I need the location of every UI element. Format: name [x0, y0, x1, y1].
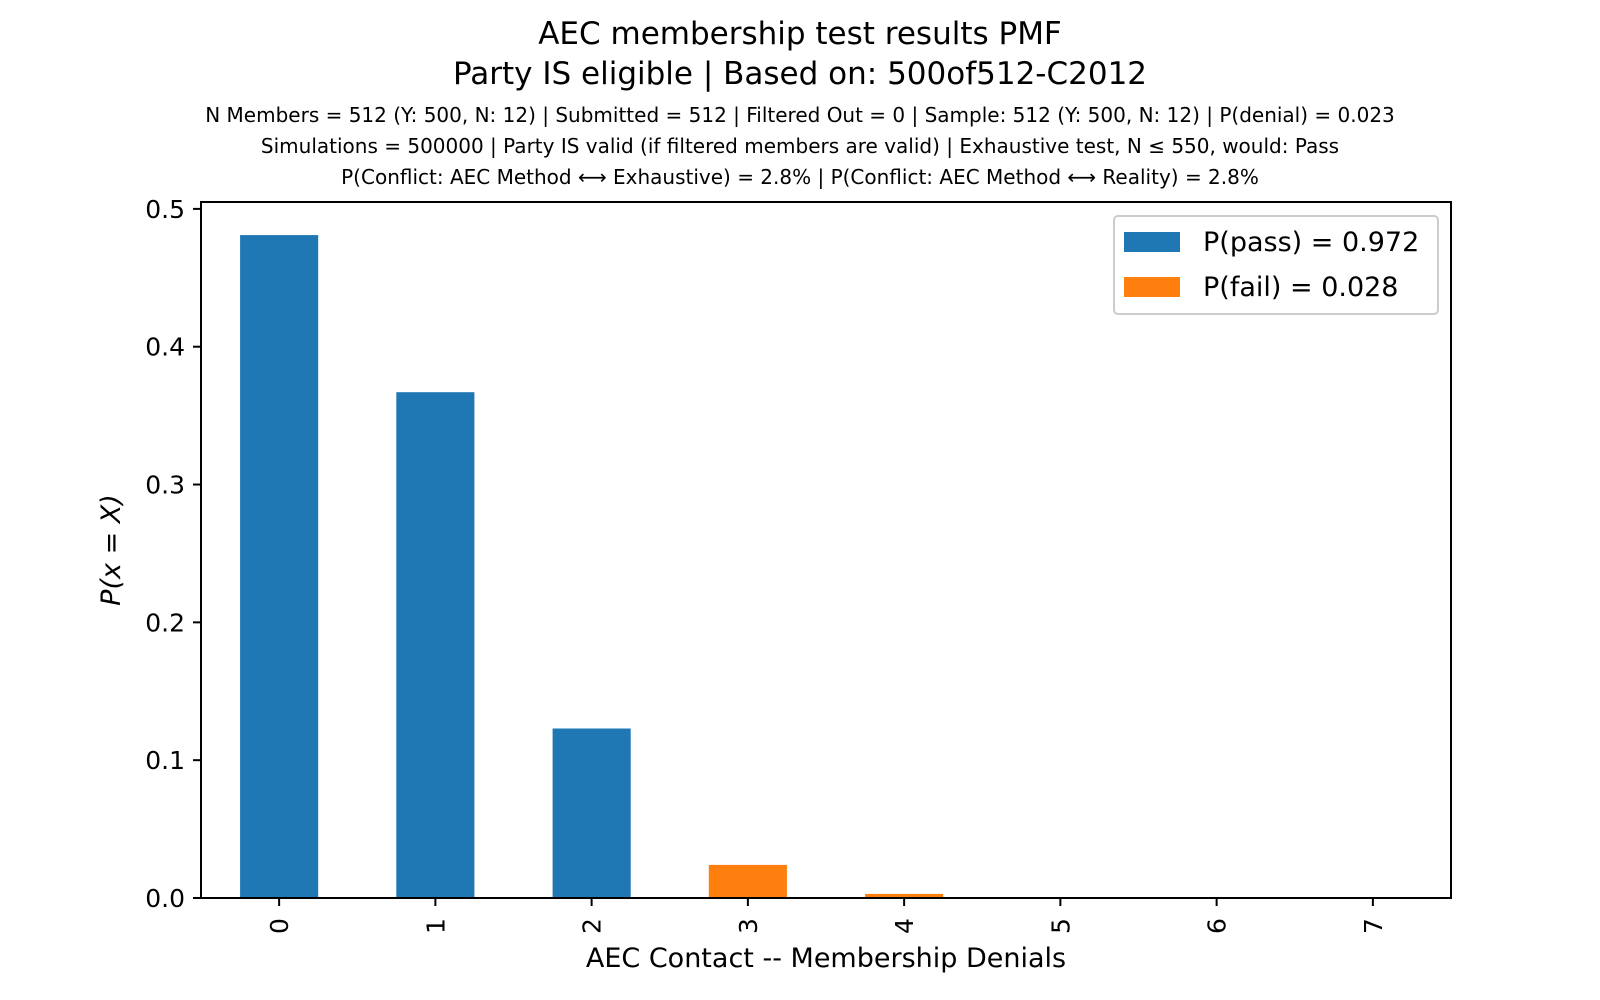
info-line-simulations: Simulations = 500000 | Party IS valid (i…: [260, 134, 1340, 158]
legend-box: [1113, 215, 1439, 315]
x-tick-label: 3: [734, 918, 763, 934]
y-tick-label: 0.0: [145, 884, 185, 913]
bars-group: [240, 235, 944, 899]
legend-swatch-fail: [1124, 277, 1180, 297]
y-axis-label: P(x = X): [96, 494, 127, 606]
y-tick-label: 0.1: [145, 746, 185, 775]
x-tick-label: 2: [578, 918, 607, 934]
x-tick-label: 1: [421, 918, 450, 934]
bar-4: [865, 893, 944, 898]
x-tick-label: 0: [265, 918, 294, 934]
info-line-members: N Members = 512 (Y: 500, N: 12) | Submit…: [205, 103, 1395, 127]
x-axis: 0 1 2 3 4 5 6 7: [265, 898, 1388, 934]
x-axis-label: AEC Contact -- Membership Denials: [586, 943, 1066, 974]
x-tick-label: 5: [1046, 918, 1075, 934]
bar-2: [552, 728, 631, 898]
y-tick-label: 0.5: [145, 195, 185, 224]
y-axis: 0.0 0.1 0.2 0.3 0.4 0.5: [145, 195, 201, 913]
legend-label-pass: P(pass) = 0.972: [1203, 227, 1419, 258]
y-tick-label: 0.4: [145, 333, 185, 362]
x-tick-label: 4: [890, 918, 919, 934]
x-tick-label: 6: [1203, 918, 1232, 934]
bar-1: [396, 392, 475, 898]
y-tick-label: 0.2: [145, 608, 185, 637]
bar-0: [240, 235, 319, 899]
info-line-conflict: P(Conflict: AEC Method ⟷ Exhaustive) = 2…: [341, 165, 1259, 189]
plot-frame: [200, 201, 1452, 899]
chart-subtitle: Party IS eligible | Based on: 500of512-C…: [452, 56, 1148, 92]
legend-swatch-pass: [1124, 232, 1180, 252]
y-tick-label: 0.3: [145, 471, 185, 500]
bar-3: [708, 864, 787, 898]
legend-label-fail: P(fail) = 0.028: [1203, 272, 1399, 303]
legend: P(pass) = 0.972 P(fail) = 0.028: [1113, 215, 1439, 315]
x-tick-label: 7: [1359, 918, 1388, 934]
chart-title: AEC membership test results PMF: [538, 16, 1062, 52]
